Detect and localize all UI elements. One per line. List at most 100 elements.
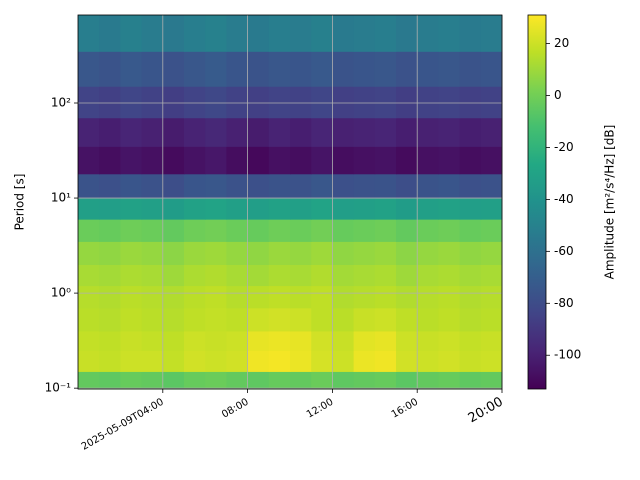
cell <box>120 371 143 390</box>
cell <box>247 330 270 351</box>
cell <box>417 51 439 87</box>
cell <box>417 15 439 52</box>
cell <box>290 117 312 147</box>
cell <box>290 86 312 119</box>
cell <box>268 146 291 175</box>
cell <box>162 350 185 372</box>
cell <box>480 146 503 175</box>
cell <box>353 117 376 147</box>
colorbar-tick-label: -60 <box>554 244 574 258</box>
cell <box>226 371 249 390</box>
cell <box>332 146 355 175</box>
cell <box>290 146 312 175</box>
cell <box>480 86 503 119</box>
cell <box>226 51 249 87</box>
cell <box>247 285 270 309</box>
cell <box>332 15 355 52</box>
y-axis-label: Period [s] <box>13 174 27 231</box>
cell <box>99 86 121 119</box>
cell <box>205 173 227 199</box>
cell <box>396 173 418 199</box>
cell <box>438 146 461 175</box>
cell <box>480 173 503 199</box>
y-tick-label: 10² <box>51 96 71 110</box>
cell <box>226 241 249 265</box>
cell <box>311 51 333 87</box>
cell <box>290 173 312 199</box>
cell <box>353 285 376 309</box>
cell <box>99 146 121 175</box>
cell <box>184 15 206 52</box>
cell <box>268 241 291 265</box>
cell <box>417 146 439 175</box>
cell <box>438 241 461 265</box>
cell <box>184 198 206 220</box>
cell <box>396 146 418 175</box>
cell <box>332 219 355 242</box>
cell <box>205 241 227 265</box>
cell <box>438 198 461 220</box>
cell <box>120 146 143 175</box>
cell <box>247 371 270 390</box>
cell <box>480 219 503 242</box>
cell <box>396 15 418 52</box>
cell <box>311 371 333 390</box>
cell <box>99 285 121 309</box>
cell <box>184 173 206 199</box>
cell <box>141 219 164 242</box>
cell <box>396 350 418 372</box>
cell <box>99 330 121 351</box>
cell <box>417 241 439 265</box>
cell <box>417 86 439 119</box>
cell <box>78 371 100 390</box>
cell <box>417 285 439 309</box>
cell <box>205 264 227 287</box>
cell <box>459 146 482 175</box>
cell <box>268 307 291 332</box>
cell <box>290 264 312 287</box>
cell <box>332 241 355 265</box>
cell <box>311 264 333 287</box>
cell <box>459 330 482 351</box>
cell <box>353 264 376 287</box>
cell <box>226 146 249 175</box>
cell <box>205 350 227 372</box>
cell <box>120 173 143 199</box>
cell <box>311 86 333 119</box>
cell <box>374 264 397 287</box>
cell <box>205 198 227 220</box>
cell <box>374 241 397 265</box>
cell <box>396 241 418 265</box>
cell <box>162 146 185 175</box>
cell <box>78 117 100 147</box>
cell <box>311 117 333 147</box>
cell <box>332 330 355 351</box>
cell <box>141 264 164 287</box>
cell <box>480 15 503 52</box>
cell <box>417 219 439 242</box>
cell <box>480 264 503 287</box>
cell <box>268 15 291 52</box>
cell <box>417 117 439 147</box>
y-tick-label: 10⁻¹ <box>45 381 72 395</box>
cell <box>311 330 333 351</box>
cell <box>374 86 397 119</box>
colorbar-tick-label: -40 <box>554 192 574 206</box>
cell <box>480 330 503 351</box>
cell <box>247 241 270 265</box>
cell <box>184 371 206 390</box>
cell <box>332 371 355 390</box>
cell <box>353 198 376 220</box>
cell <box>480 350 503 372</box>
cell <box>353 146 376 175</box>
cell <box>268 173 291 199</box>
cell <box>78 146 100 175</box>
cell <box>332 117 355 147</box>
cell <box>459 86 482 119</box>
cell <box>353 241 376 265</box>
cell <box>141 241 164 265</box>
cell <box>162 241 185 265</box>
plot-frame <box>77 14 503 390</box>
cell <box>226 264 249 287</box>
cell <box>184 51 206 87</box>
